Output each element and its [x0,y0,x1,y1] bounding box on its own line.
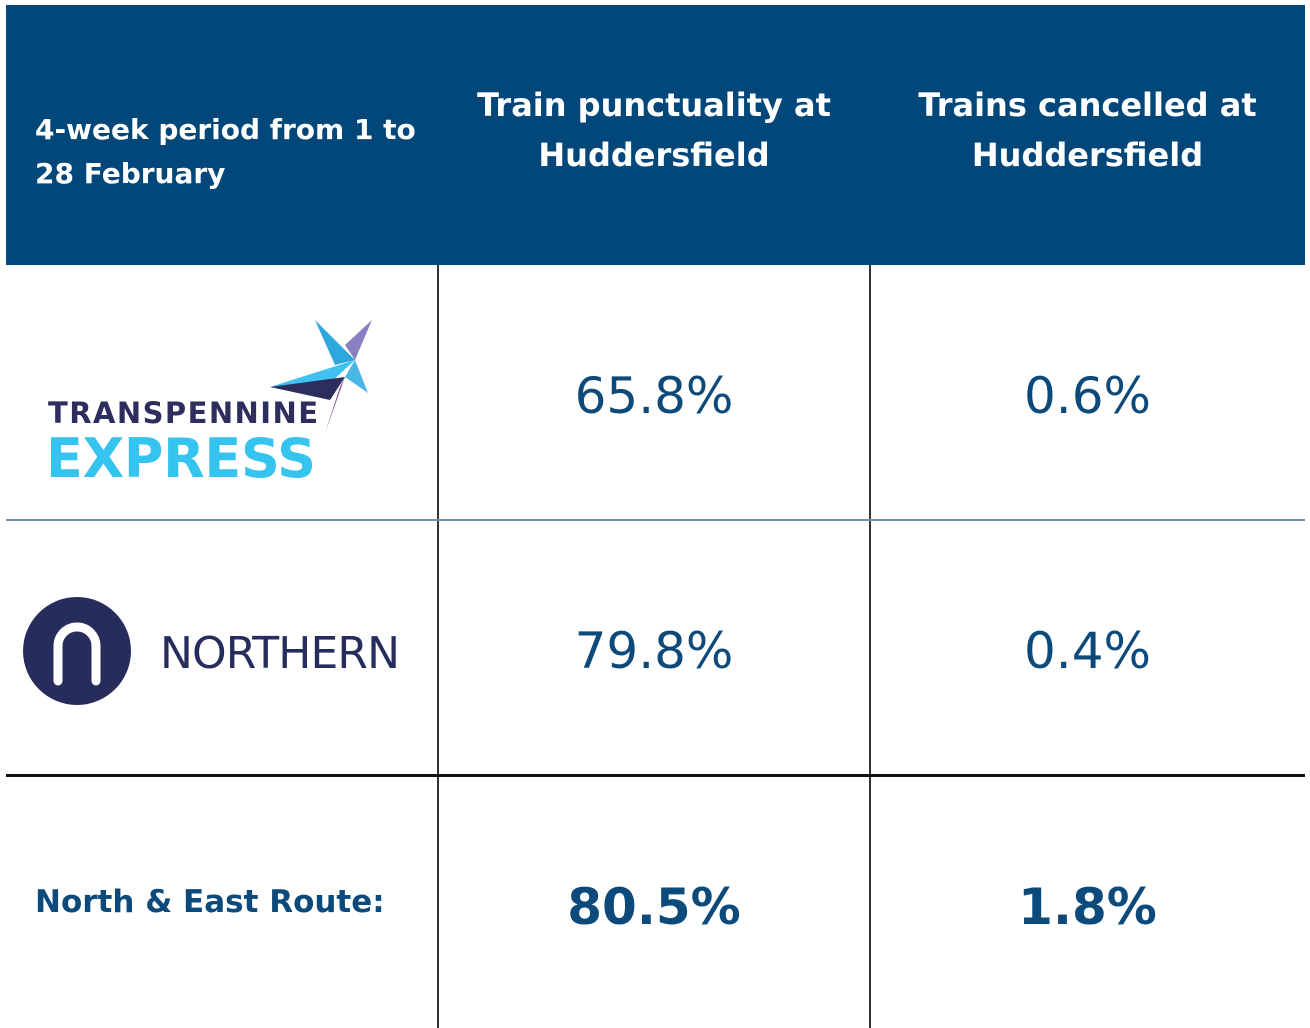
logo-circle [23,597,131,705]
header-cell: 4-week period from 1 to 28 February [35,5,416,265]
column-divider [869,265,871,1028]
logo-text: NORTHERN [160,628,400,679]
logo-text: EXPRESS [46,427,316,490]
cancelled: 1.8% [1018,878,1157,936]
cancelled: 0.6% [1023,367,1152,425]
row-divider [6,519,1305,521]
logo-text: TRANSPENNINE [48,396,318,430]
northern-logo: NORTHERN [23,597,400,705]
column-divider [437,265,439,1028]
punctuality: 79.8% [574,622,734,680]
logo-shape [270,360,355,387]
header-line: 4-week period from 1 to [35,113,416,146]
header-line: Trains cancelled at [918,86,1257,124]
route-label: North & East Route: [35,884,385,920]
tpe-logo: TRANSPENNINE EXPRESS [46,320,372,490]
logo-shape [270,377,345,400]
logo-shape [345,320,372,360]
logo-shape [325,377,345,433]
logo-shape [315,320,355,365]
punctuality: 80.5% [567,878,741,936]
header-line: Huddersfield [971,136,1204,174]
cancelled: 0.4% [1023,622,1152,680]
row-divider [6,774,1305,777]
punctuality: 65.8% [574,367,734,425]
header-line: Train punctuality at [477,86,831,124]
header-cell: Trains cancelled at Huddersfield [870,5,1305,265]
header-line: Huddersfield [538,136,770,174]
header-cell: Train punctuality at Huddersfield [438,5,870,265]
header-band [6,5,1305,265]
logo-shape [345,360,368,393]
logo-arch [53,622,101,686]
header-line: 28 February [35,157,226,190]
